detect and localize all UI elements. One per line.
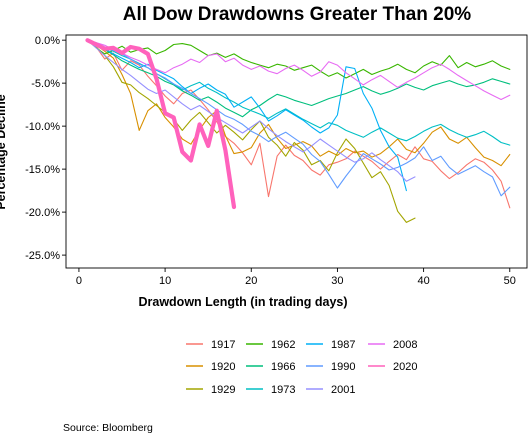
legend-label-1920: 1920 bbox=[211, 361, 235, 373]
legend-label-2008: 2008 bbox=[393, 339, 417, 351]
series-line-1966 bbox=[86, 39, 511, 118]
y-tick-label: -25.0% bbox=[25, 250, 60, 262]
series-line-1990 bbox=[86, 39, 511, 197]
x-tick-label: 0 bbox=[76, 275, 82, 287]
legend-label-1917: 1917 bbox=[211, 339, 235, 351]
x-tick-label: 50 bbox=[504, 275, 516, 287]
plot-panel bbox=[65, 34, 528, 269]
legend-label-2020: 2020 bbox=[393, 361, 417, 373]
chart-title: All Dow Drawdowns Greater Than 20% bbox=[123, 4, 472, 25]
x-tick-label: 40 bbox=[417, 275, 429, 287]
legend-label-2001: 2001 bbox=[331, 384, 355, 396]
y-tick-label: -15.0% bbox=[25, 164, 60, 176]
y-tick-label: -20.0% bbox=[25, 207, 60, 219]
legend-label-1987: 1987 bbox=[331, 339, 355, 351]
x-tick-label: 10 bbox=[159, 275, 171, 287]
series-line-1973 bbox=[86, 39, 511, 146]
legend-label-1990: 1990 bbox=[331, 361, 355, 373]
legend-label-1929: 1929 bbox=[211, 384, 235, 396]
y-tick-label: -5.0% bbox=[31, 78, 60, 90]
x-tick-label: 30 bbox=[331, 275, 343, 287]
x-axis: 0 10 20 30 40 50 bbox=[76, 268, 516, 287]
legend: 1917 1920 1929 1962 1966 1973 1987 1990 2001 2008… bbox=[186, 339, 417, 396]
y-tick-label: 0.0% bbox=[35, 35, 60, 47]
x-tick-label: 20 bbox=[245, 275, 257, 287]
series-lines bbox=[85, 38, 511, 223]
legend-label-1973: 1973 bbox=[271, 384, 295, 396]
y-axis: 0.0% -5.0% -10.0% -15.0% -20.0% -25.0% bbox=[25, 35, 66, 262]
series-line-2020 bbox=[85, 38, 237, 210]
x-axis-title: Drawdown Length (in trading days) bbox=[138, 295, 347, 309]
source-note: Source: Bloomberg bbox=[63, 422, 153, 434]
series-line-2001 bbox=[86, 39, 416, 182]
series-line-2008 bbox=[86, 39, 511, 101]
y-tick-label: -10.0% bbox=[25, 121, 60, 133]
y-axis-title: Percentage Decline bbox=[0, 94, 8, 209]
series-line-1987 bbox=[86, 39, 407, 192]
legend-label-1966: 1966 bbox=[271, 361, 295, 373]
legend-label-1962: 1962 bbox=[271, 339, 295, 351]
